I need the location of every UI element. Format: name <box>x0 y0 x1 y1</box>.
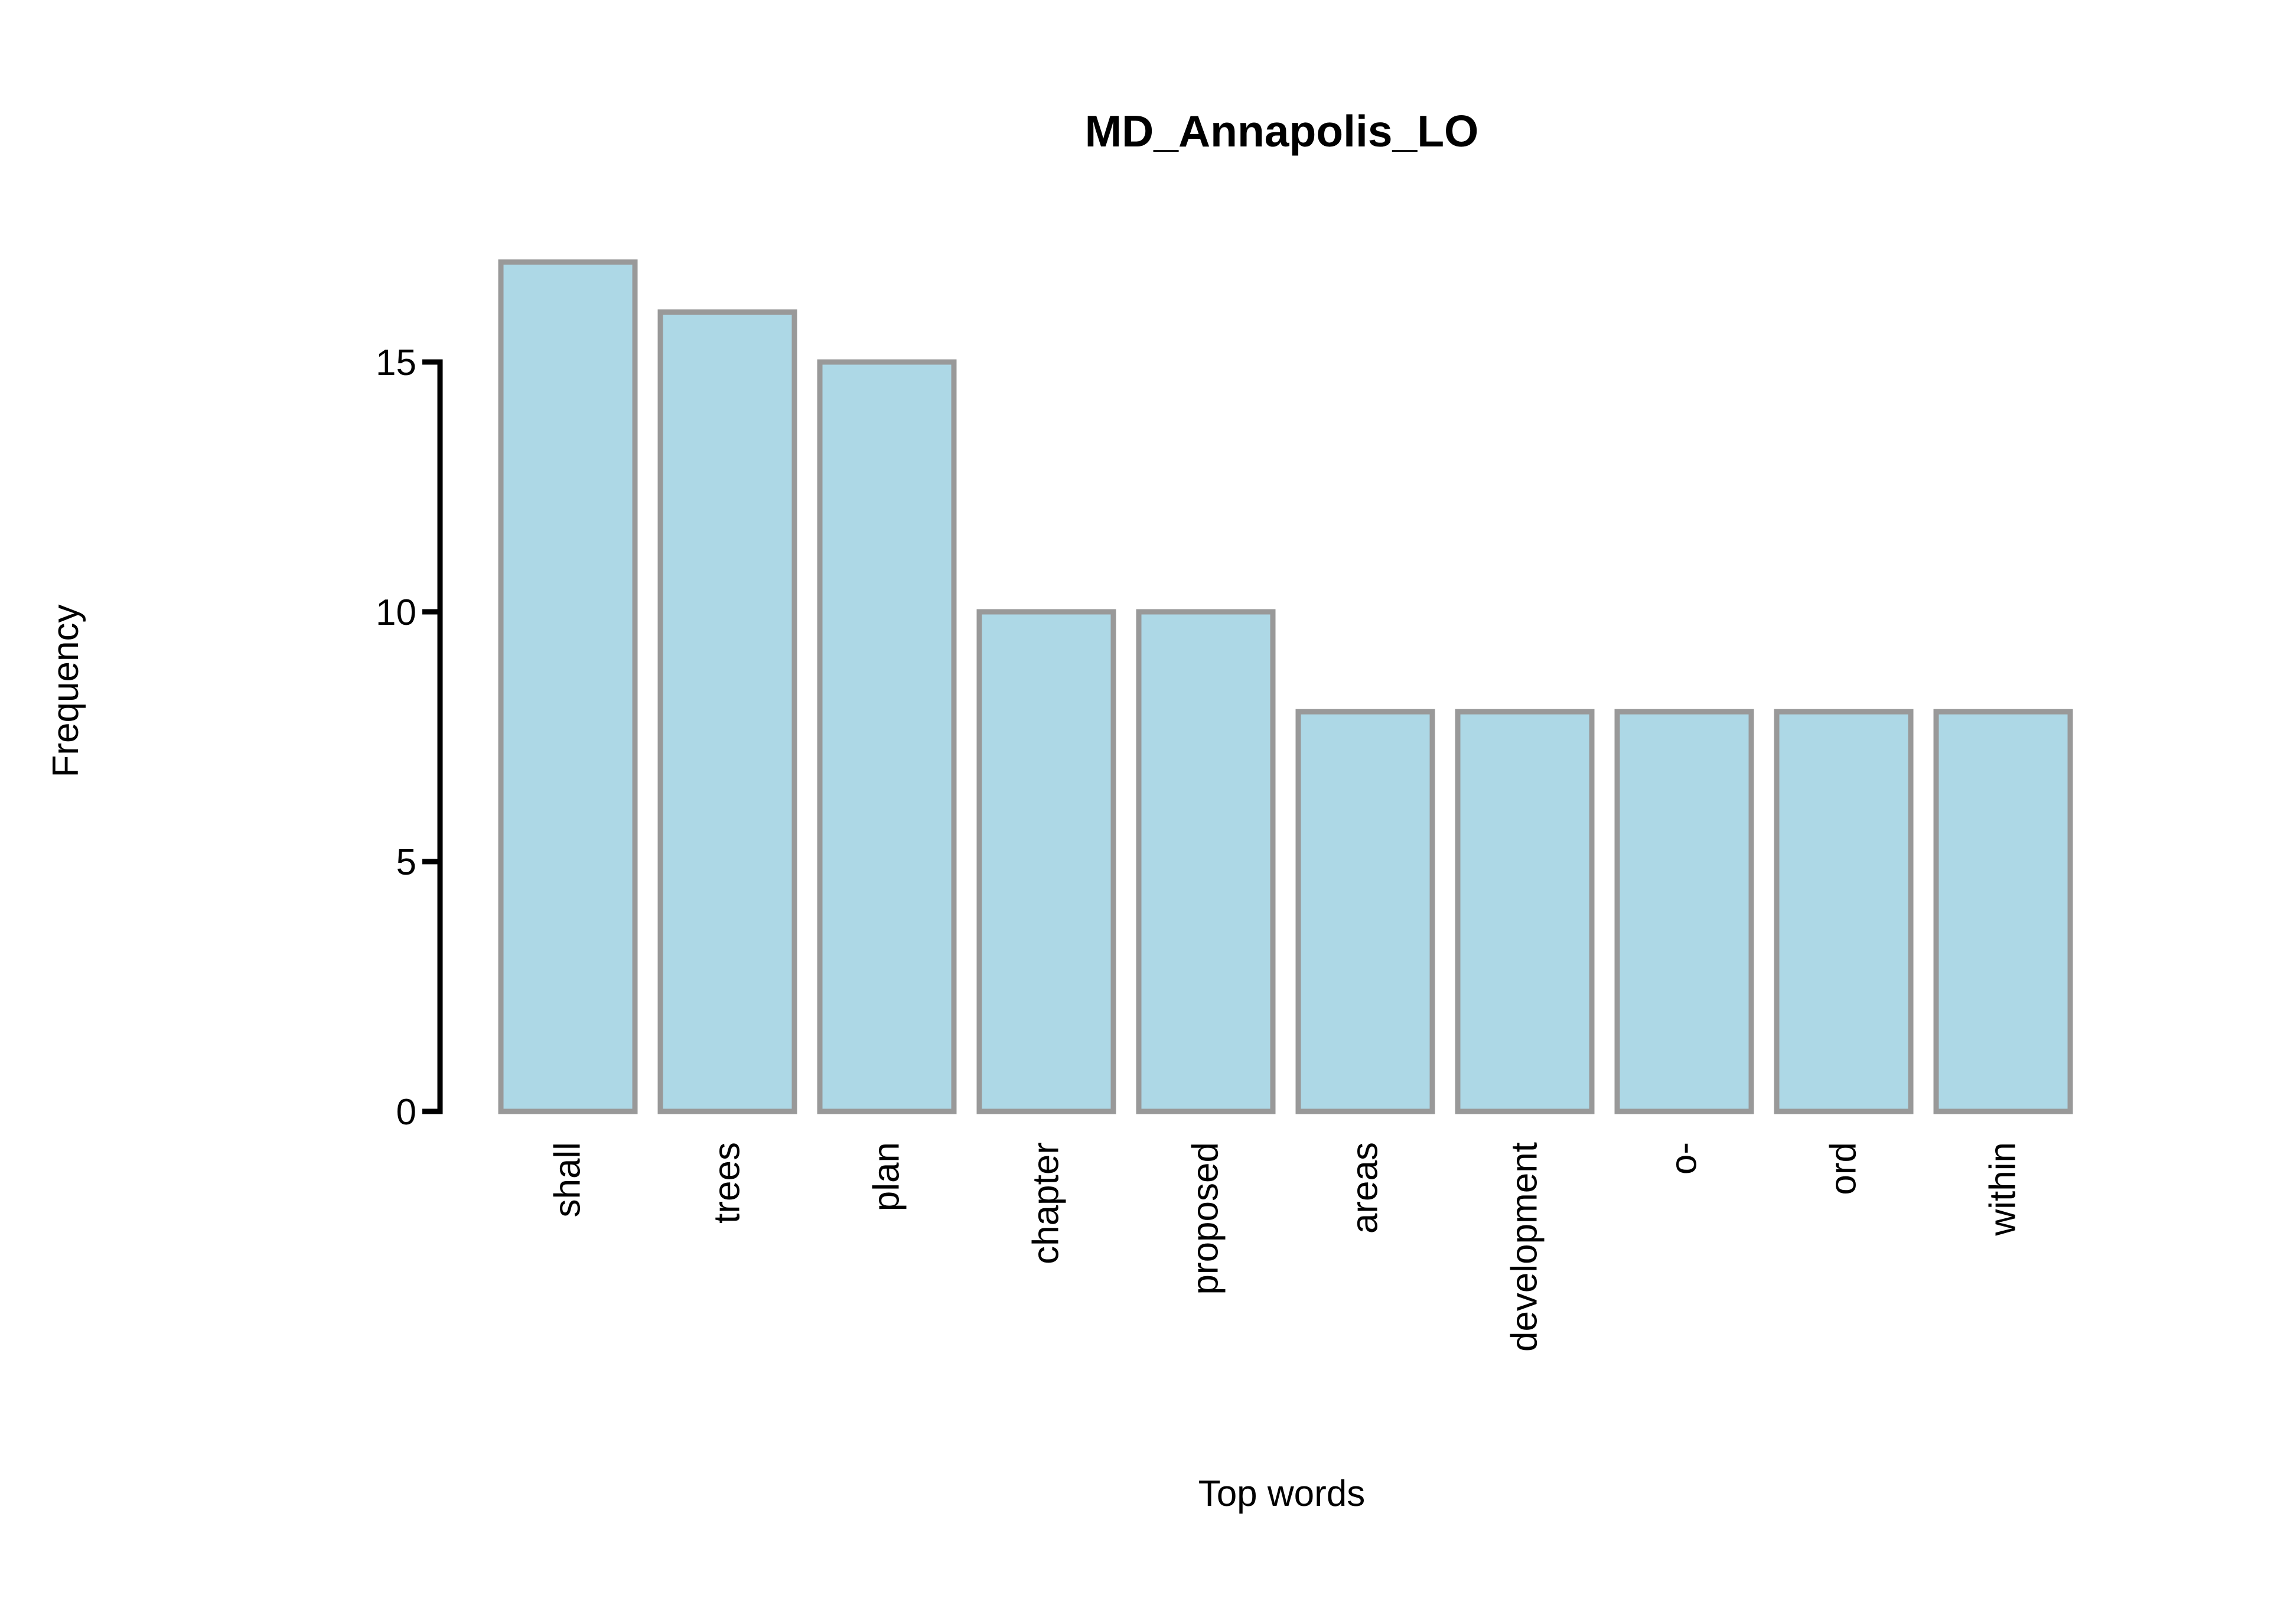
x-axis-label: Top words <box>1198 1473 1366 1514</box>
bar-shall <box>498 259 638 1114</box>
bar-trees <box>657 309 797 1114</box>
y-tick-label: 10 <box>376 592 416 633</box>
chart-title: MD_Annapolis_LO <box>1085 106 1479 156</box>
bar-ord <box>1774 709 1914 1114</box>
bar-plan <box>817 359 957 1114</box>
x-tick-label: ord <box>1823 1142 1864 1195</box>
bar-development <box>1455 709 1595 1114</box>
bar-proposed <box>1136 609 1276 1114</box>
bar-within <box>1933 709 2073 1114</box>
bar-o- <box>1614 709 1754 1114</box>
x-tick-label: development <box>1504 1142 1545 1352</box>
x-tick-label: shall <box>548 1142 588 1218</box>
x-tick-label: proposed <box>1185 1142 1226 1295</box>
bar-chapter <box>976 609 1116 1114</box>
x-tick-label: plan <box>866 1142 907 1211</box>
y-axis-label: Frequency <box>45 605 86 778</box>
x-tick-label: chapter <box>1026 1142 1067 1264</box>
x-axis-labels: shall trees plan chapter proposed areas develo… <box>548 1142 2024 1352</box>
y-tick-label: 0 <box>396 1092 416 1133</box>
y-tick-label: 15 <box>376 343 416 383</box>
bar-areas <box>1295 709 1435 1114</box>
x-tick-label: within <box>1983 1142 2024 1237</box>
x-tick-label: o- <box>1664 1142 1705 1175</box>
bars <box>498 259 2073 1114</box>
x-tick-label: areas <box>1345 1142 1386 1234</box>
x-tick-label: trees <box>707 1142 748 1224</box>
y-tick-label: 5 <box>396 842 416 883</box>
y-axis: 0 5 10 15 <box>376 343 443 1133</box>
